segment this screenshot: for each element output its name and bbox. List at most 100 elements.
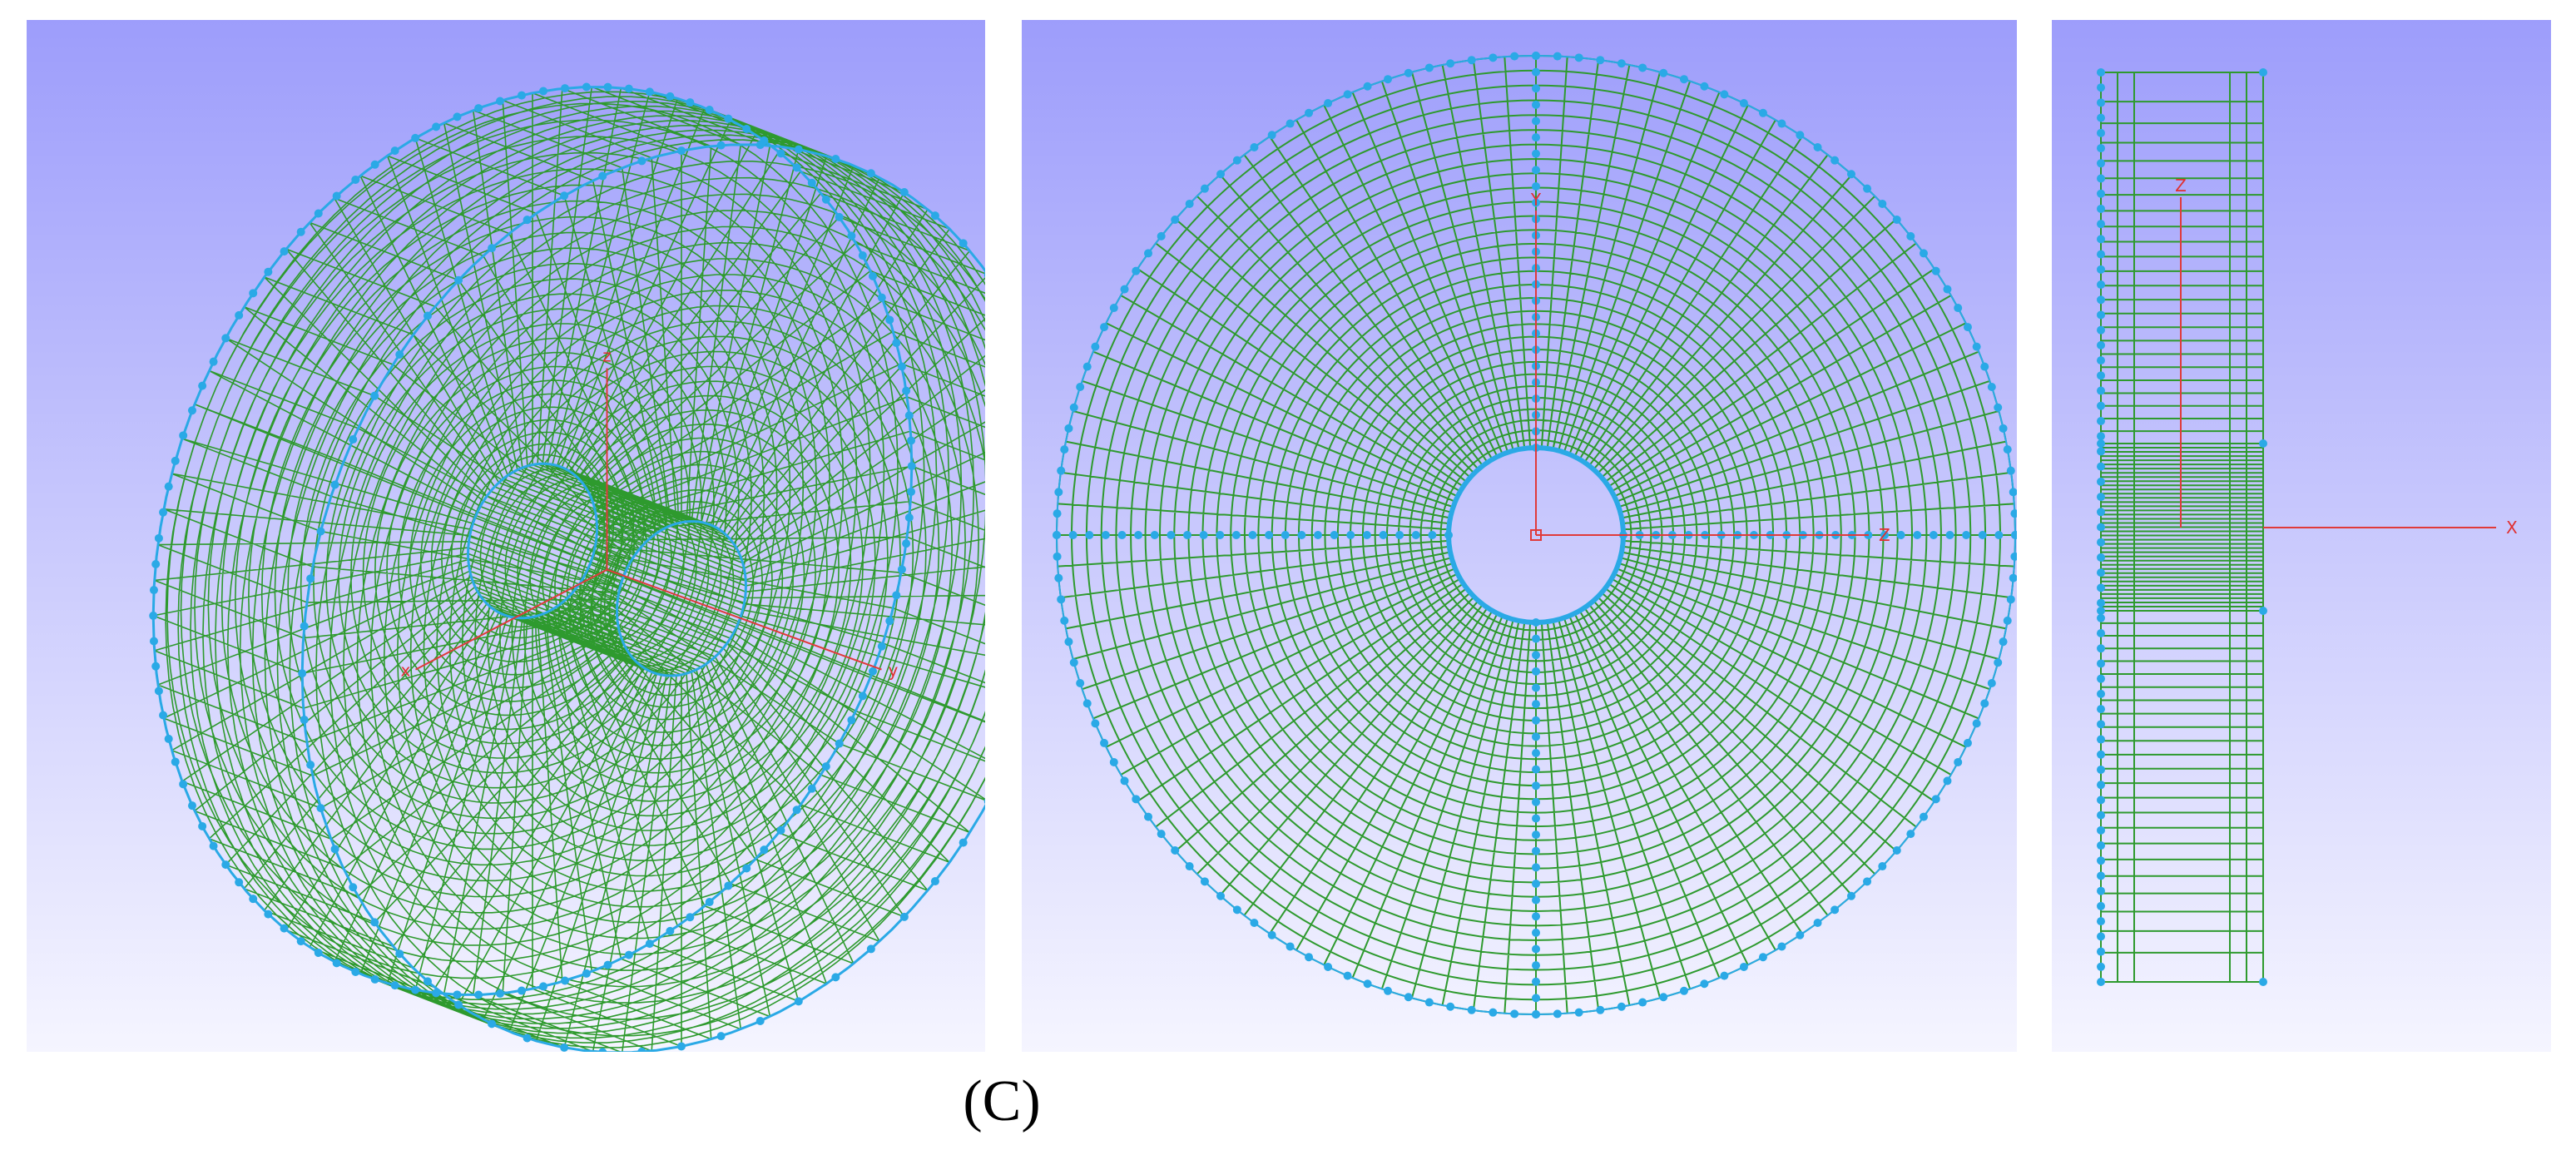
mesh-node	[316, 527, 325, 536]
mesh-node	[1777, 119, 1786, 128]
mesh-node	[1144, 249, 1153, 258]
mesh-node	[1167, 531, 1176, 539]
mesh-node	[411, 985, 420, 994]
mesh-node	[2097, 265, 2105, 274]
mesh-node	[1994, 658, 2003, 667]
mesh-node	[332, 191, 341, 201]
mesh-node	[296, 227, 305, 236]
mesh-node	[807, 178, 816, 187]
mesh-node	[1896, 531, 1905, 539]
mesh-node	[1428, 531, 1437, 539]
mesh-node	[1532, 133, 1540, 142]
mesh-node	[907, 462, 916, 471]
mesh-node	[488, 244, 497, 253]
mesh-node	[2097, 523, 2105, 532]
mesh-node	[1532, 100, 1540, 109]
mesh-node	[858, 251, 867, 260]
mesh-node	[2097, 462, 2105, 471]
mesh-node	[582, 969, 591, 978]
mesh-node	[1467, 56, 1476, 65]
mesh-node	[869, 667, 878, 676]
mesh-node	[2259, 978, 2267, 986]
mesh-node	[2097, 508, 2105, 517]
mesh-node	[1343, 90, 1352, 99]
mesh-node	[897, 362, 906, 371]
mesh-node	[1069, 403, 1078, 412]
mesh-node	[637, 156, 646, 166]
mesh-node	[1100, 738, 1109, 747]
mesh-node	[1216, 891, 1226, 900]
mesh-node	[235, 878, 244, 887]
mesh-node	[249, 895, 258, 904]
mesh-node	[959, 838, 968, 847]
mesh-node	[807, 784, 816, 793]
mesh-node	[2010, 509, 2017, 518]
mesh-node	[858, 692, 867, 701]
mesh-node	[1185, 199, 1194, 208]
mesh-node	[2097, 765, 2105, 774]
mesh-node	[2097, 705, 2105, 714]
mesh-node	[1994, 403, 2003, 412]
mesh-node	[1532, 928, 1540, 937]
mesh-node	[742, 124, 751, 133]
mesh-node	[1171, 845, 1180, 855]
mesh-node	[877, 293, 886, 302]
mesh-node	[1574, 53, 1583, 62]
mesh-node	[423, 977, 432, 986]
mesh-node	[1305, 108, 1314, 117]
mesh-node	[2259, 607, 2267, 615]
mesh-node	[296, 937, 305, 946]
mesh-node	[598, 171, 607, 181]
mesh-node	[159, 508, 168, 517]
mesh-node	[221, 334, 230, 343]
mesh-node	[2097, 68, 2105, 77]
mesh-node	[2097, 810, 2105, 820]
axis-line	[415, 368, 882, 671]
mesh-node	[2006, 466, 2015, 475]
mesh-node	[332, 959, 341, 968]
mesh-node	[1596, 56, 1605, 65]
mesh-node	[1068, 531, 1077, 539]
mesh-node	[2097, 220, 2105, 229]
mesh-node	[390, 146, 399, 156]
axis-label: Z	[1879, 525, 1890, 545]
mesh-node	[1053, 552, 1062, 561]
mesh-node	[1117, 531, 1127, 539]
mesh-node	[154, 687, 163, 696]
mesh-node	[1943, 285, 1952, 294]
mesh-node	[561, 84, 570, 93]
mesh-node	[666, 926, 675, 935]
mesh-node	[1363, 82, 1372, 91]
mesh-node	[560, 191, 569, 201]
mesh-node	[1006, 305, 1014, 314]
mesh-node	[983, 271, 985, 278]
mesh-node	[2097, 674, 2105, 683]
mesh-node	[171, 456, 180, 465]
mesh-node	[1109, 304, 1118, 313]
mesh-node	[1132, 266, 1141, 275]
mesh-node	[539, 982, 548, 991]
mesh-node	[1250, 143, 1259, 152]
mesh-node	[869, 271, 878, 280]
mesh-node	[1384, 986, 1393, 995]
mesh-node	[1532, 182, 1540, 191]
mesh-node	[1132, 795, 1141, 804]
mesh-node	[716, 1032, 726, 1041]
mesh-node	[1617, 59, 1626, 68]
mesh-node	[1659, 993, 1668, 1002]
mesh-node	[1053, 509, 1062, 518]
mesh-node	[1532, 912, 1540, 921]
mesh-node	[151, 662, 161, 671]
mesh-node	[370, 974, 379, 984]
mesh-node	[1532, 651, 1540, 660]
mesh-node	[666, 92, 675, 101]
mesh-node	[2097, 598, 2105, 607]
mesh-node	[1346, 531, 1355, 539]
mesh-node	[716, 141, 726, 150]
mesh-node	[2097, 932, 2105, 941]
mesh-node	[1532, 797, 1540, 806]
mesh-node	[1532, 977, 1540, 986]
mesh-node	[1813, 143, 1822, 152]
mesh-node	[2097, 568, 2105, 578]
mesh-node	[474, 104, 483, 113]
